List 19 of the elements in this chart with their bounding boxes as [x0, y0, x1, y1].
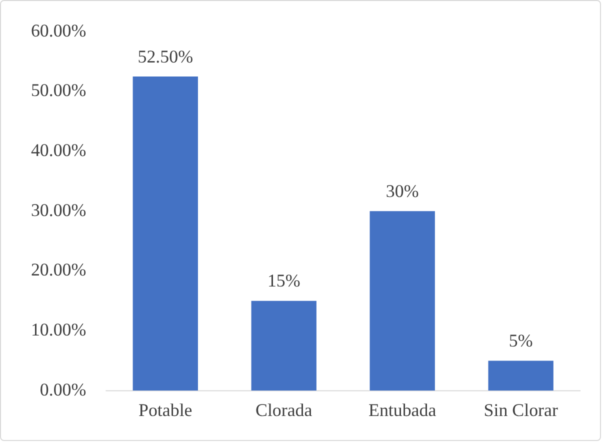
y-tick-label: 10.00% [30, 320, 86, 340]
data-label: 52.50% [138, 46, 194, 66]
x-tick-label: Clorada [256, 400, 312, 420]
y-tick-label: 20.00% [30, 260, 86, 280]
y-tick-label: 30.00% [30, 200, 86, 220]
bar [132, 76, 198, 391]
data-label: 5% [508, 330, 533, 351]
y-tick-label: 60.00% [30, 20, 86, 40]
bar [488, 360, 554, 391]
y-tick-label: 0.00% [40, 379, 86, 400]
data-label: 15% [267, 270, 300, 291]
data-label: 30% [386, 180, 419, 201]
x-tick-label: Entubada [368, 400, 436, 420]
y-tick-label: 50.00% [30, 80, 86, 100]
y-tick-label: 40.00% [30, 140, 86, 160]
x-tick-label: Sin Clorar [484, 400, 558, 420]
bar [370, 211, 435, 391]
bar [251, 300, 316, 391]
x-tick-label: Potable [138, 400, 192, 420]
